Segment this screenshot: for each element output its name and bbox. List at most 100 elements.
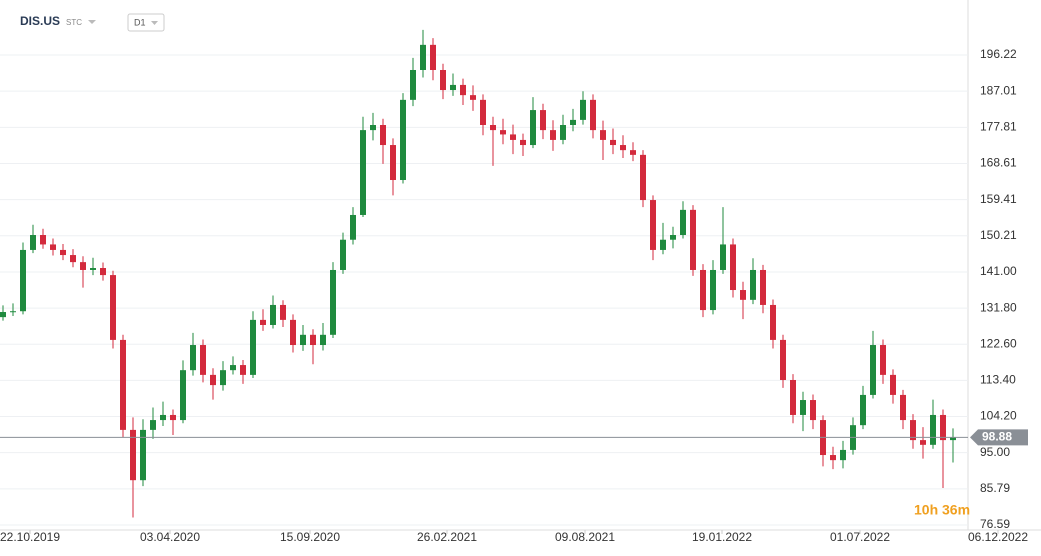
y-tick-label: 104.20	[980, 409, 1017, 423]
candle-body	[210, 374, 216, 386]
candle-body	[20, 249, 26, 312]
candle-body	[560, 125, 566, 140]
candle-body	[330, 269, 336, 335]
candle-body	[430, 44, 436, 70]
candle-body	[540, 110, 546, 131]
candle-body	[690, 209, 696, 270]
candle-body	[590, 99, 596, 131]
candle-body	[710, 269, 716, 311]
candle-body	[520, 139, 526, 146]
candle-body	[790, 379, 796, 415]
candle-body	[740, 290, 746, 300]
y-tick-label: 150.21	[980, 228, 1017, 242]
interval[interactable]: D1	[134, 17, 146, 27]
candle-body	[260, 319, 266, 325]
candle-body	[600, 130, 606, 140]
candle-body	[230, 365, 236, 371]
candle-body	[290, 319, 296, 346]
symbol[interactable]: DIS.US	[20, 14, 60, 28]
candle-body	[910, 420, 916, 441]
candle-body	[760, 269, 766, 305]
candle-body	[340, 239, 346, 270]
y-tick-label: 196.22	[980, 47, 1017, 61]
candle-body	[130, 429, 136, 481]
y-tick-label: 159.41	[980, 192, 1017, 206]
candle-body	[880, 345, 886, 375]
candle-body	[930, 414, 936, 445]
x-tick-label: 15.09.2020	[280, 530, 340, 544]
y-tick-label: 141.00	[980, 264, 1017, 278]
candle-body	[580, 99, 586, 120]
candle-body	[320, 334, 326, 346]
y-tick-label: 122.60	[980, 336, 1017, 350]
candle-body	[150, 420, 156, 430]
interval-dropdown[interactable]	[151, 21, 158, 25]
y-tick-label: 177.81	[980, 119, 1017, 133]
y-tick-label: 113.40	[980, 373, 1016, 387]
candle-body	[730, 244, 736, 291]
candle-body	[830, 455, 836, 461]
candle-body	[950, 437, 956, 441]
candle-body	[510, 134, 516, 140]
y-tick-label: 95.00	[980, 445, 1010, 459]
candle-body	[530, 110, 536, 146]
candle-body	[470, 95, 476, 100]
candle-body	[140, 429, 146, 481]
grid	[0, 54, 968, 526]
candle-body	[630, 150, 636, 155]
candle-body	[300, 334, 306, 346]
candle-body	[110, 275, 116, 340]
candle-body	[160, 414, 166, 421]
candle-body	[770, 304, 776, 340]
x-tick-label: 01.07.2022	[830, 530, 890, 544]
candle-body	[80, 262, 86, 270]
countdown: 10h 36m	[914, 502, 970, 518]
y-tick-label: 85.79	[980, 481, 1010, 495]
last-price-label: 98.88	[982, 430, 1012, 444]
candle-body	[870, 345, 876, 395]
candle-body	[240, 365, 246, 375]
market-dropdown[interactable]	[88, 20, 96, 24]
candle-body	[450, 84, 456, 91]
y-tick-label: 168.61	[980, 156, 1017, 170]
candle-body	[640, 154, 646, 201]
candle-body	[700, 269, 706, 311]
candle-body	[170, 414, 176, 421]
x-tick-label: 06.12.2022	[968, 530, 1028, 544]
candle-body	[890, 374, 896, 395]
candle-body	[40, 235, 46, 245]
candle-body	[620, 145, 626, 151]
candle-body	[460, 84, 466, 96]
candle-body	[350, 214, 356, 240]
candle-body	[480, 99, 486, 126]
candle-body	[650, 200, 656, 250]
candle-body	[0, 312, 6, 318]
x-tick-label: 09.08.2021	[555, 530, 615, 544]
candles	[0, 29, 956, 518]
candle-body	[270, 304, 276, 325]
candle-body	[490, 125, 496, 131]
candle-body	[410, 69, 416, 100]
last-price-flag	[970, 429, 1028, 446]
candle-body	[280, 304, 286, 320]
x-tick-label: 26.02.2021	[417, 530, 477, 544]
candle-body	[190, 345, 196, 371]
candle-body	[250, 319, 256, 375]
candle-body	[380, 125, 386, 146]
candle-body	[180, 370, 186, 421]
candle-body	[50, 244, 56, 250]
candle-body	[670, 235, 676, 240]
x-tick-label: 22.10.2019	[0, 530, 60, 544]
candle-body	[370, 125, 376, 131]
candle-body	[120, 339, 126, 430]
candle-body	[610, 139, 616, 146]
x-tick-label: 03.04.2020	[140, 530, 200, 544]
candle-body	[100, 268, 106, 276]
market[interactable]: STC	[66, 18, 82, 27]
candle-body	[720, 244, 726, 270]
x-tick-label: 19.01.2022	[692, 530, 752, 544]
candle-body	[310, 334, 316, 346]
interval-select[interactable]	[127, 13, 165, 32]
candle-body	[800, 400, 806, 415]
